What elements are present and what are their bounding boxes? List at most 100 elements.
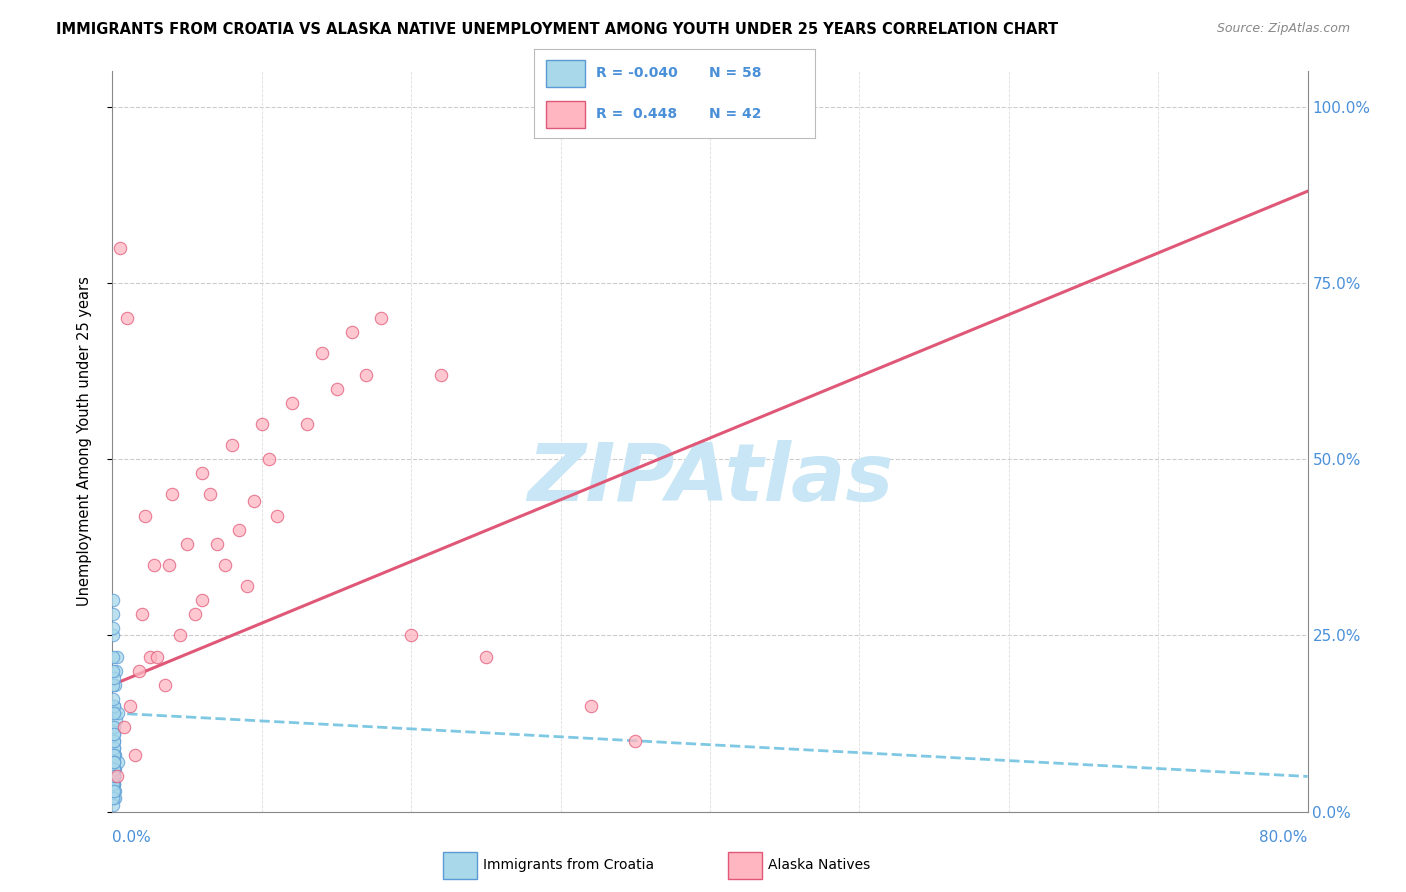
Point [191, 467, 214, 481]
Point [579, 698, 602, 713]
Text: 80.0%: 80.0% [1260, 830, 1308, 846]
Text: R = -0.040: R = -0.040 [596, 66, 678, 80]
Point [103, 720, 125, 734]
Point [103, 776, 125, 790]
Point [105, 664, 128, 678]
Point [104, 678, 127, 692]
FancyBboxPatch shape [443, 852, 477, 879]
Point [103, 727, 125, 741]
Point [131, 607, 153, 622]
Point [103, 727, 125, 741]
Point [103, 763, 125, 777]
Text: ZIPAtlas: ZIPAtlas [527, 440, 893, 517]
Point [103, 692, 125, 706]
Point [103, 790, 125, 805]
Point [103, 678, 125, 692]
Point [104, 763, 127, 777]
Point [340, 325, 363, 339]
Point [103, 741, 125, 756]
Point [221, 438, 243, 452]
Point [124, 748, 146, 763]
Point [281, 396, 304, 410]
Point [624, 734, 647, 748]
Point [103, 734, 125, 748]
Point [103, 769, 125, 783]
Point [146, 649, 169, 664]
Text: IMMIGRANTS FROM CROATIA VS ALASKA NATIVE UNEMPLOYMENT AMONG YOUTH UNDER 25 YEARS: IMMIGRANTS FROM CROATIA VS ALASKA NATIVE… [56, 22, 1059, 37]
Point [325, 382, 347, 396]
Point [103, 776, 125, 790]
Point [243, 494, 266, 508]
Point [104, 748, 127, 763]
Point [183, 607, 205, 622]
Point [103, 748, 125, 763]
Point [104, 790, 127, 805]
Point [101, 783, 124, 797]
Text: N = 58: N = 58 [709, 66, 761, 80]
Point [250, 417, 273, 431]
Point [370, 311, 392, 326]
Point [103, 720, 125, 734]
Point [128, 664, 150, 678]
Point [103, 741, 125, 756]
Point [311, 346, 333, 360]
Point [101, 797, 124, 812]
Point [103, 763, 125, 777]
FancyBboxPatch shape [728, 852, 762, 879]
Point [107, 706, 129, 720]
Point [105, 769, 128, 783]
Point [114, 720, 135, 734]
Point [266, 508, 288, 523]
Point [356, 368, 378, 382]
Point [103, 776, 125, 790]
Point [205, 537, 228, 551]
Point [103, 756, 125, 770]
Point [169, 628, 191, 642]
Point [101, 593, 124, 607]
Text: N = 42: N = 42 [709, 107, 761, 121]
Point [101, 769, 124, 783]
Point [139, 649, 162, 664]
Point [103, 756, 125, 770]
Point [134, 508, 156, 523]
Point [103, 698, 125, 713]
Point [143, 558, 166, 572]
Point [103, 783, 125, 797]
Point [101, 776, 124, 790]
FancyBboxPatch shape [546, 60, 585, 87]
Point [108, 241, 131, 255]
Point [101, 748, 124, 763]
Text: Alaska Natives: Alaska Natives [768, 858, 870, 872]
Point [103, 790, 125, 805]
Point [101, 664, 124, 678]
Point [101, 763, 124, 777]
Point [103, 671, 125, 685]
Point [103, 748, 125, 763]
Point [103, 706, 125, 720]
Point [176, 537, 198, 551]
Point [103, 769, 125, 783]
Point [103, 776, 125, 790]
Text: Source: ZipAtlas.com: Source: ZipAtlas.com [1216, 22, 1350, 36]
Point [191, 593, 214, 607]
Text: Immigrants from Croatia: Immigrants from Croatia [484, 858, 655, 872]
Point [295, 417, 318, 431]
Point [259, 452, 281, 467]
Point [105, 649, 128, 664]
Point [107, 756, 129, 770]
Point [401, 628, 423, 642]
Point [228, 523, 250, 537]
Point [103, 769, 125, 783]
Point [236, 579, 259, 593]
Point [103, 698, 125, 713]
Point [101, 607, 124, 622]
Point [157, 558, 180, 572]
Point [101, 783, 124, 797]
Point [103, 763, 125, 777]
Point [103, 769, 125, 783]
Point [104, 783, 127, 797]
FancyBboxPatch shape [546, 101, 585, 128]
Point [103, 756, 125, 770]
Point [117, 311, 139, 326]
Y-axis label: Unemployment Among Youth under 25 years: Unemployment Among Youth under 25 years [77, 277, 91, 607]
